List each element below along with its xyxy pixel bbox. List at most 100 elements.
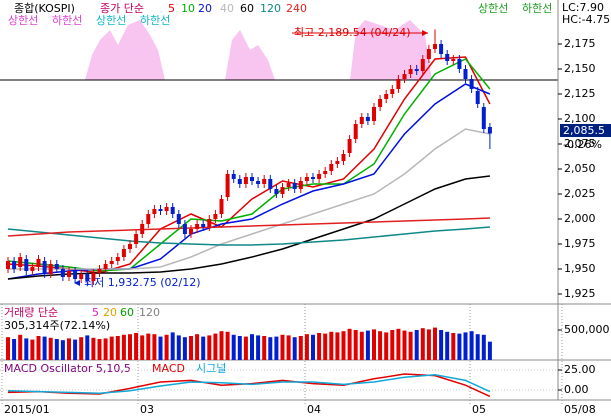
candle-body	[146, 214, 151, 224]
volume-bar	[170, 332, 175, 360]
volume-bar	[353, 330, 358, 360]
volume-bar	[262, 336, 267, 360]
volume-bar	[48, 337, 53, 360]
candle-body	[219, 199, 224, 214]
volume-bar	[329, 331, 334, 360]
candle-body	[243, 177, 248, 184]
volume-last-label: 305,314주(72.14%)	[4, 319, 110, 332]
candle-body	[469, 79, 474, 89]
volume-bar	[176, 335, 181, 360]
candle-body	[115, 257, 120, 261]
candle-body	[109, 261, 114, 264]
volume-bar	[469, 331, 474, 360]
candle-body	[426, 49, 431, 59]
volume-bar	[335, 332, 340, 360]
y-tick-label: 2,125	[564, 87, 596, 100]
candle-body	[353, 124, 358, 139]
candle-body	[372, 107, 376, 121]
volume-bar	[304, 334, 309, 360]
ma-label: 종가 단순	[100, 2, 144, 15]
candle-body	[475, 91, 480, 104]
candle-body	[42, 261, 47, 274]
candle-body	[274, 189, 279, 194]
candle-body	[286, 183, 291, 187]
x-tick-label: 05	[472, 403, 486, 416]
candle-body	[250, 177, 254, 181]
candle-body	[24, 259, 29, 271]
candle-body	[280, 187, 285, 194]
volume-bar	[231, 334, 236, 360]
legend-entry: 시그널	[196, 362, 226, 375]
candle-body	[30, 267, 35, 271]
candle-body	[396, 79, 401, 89]
low-annotation: 최저 1,932.75 (02/12)	[84, 276, 201, 289]
volume-bar	[67, 338, 71, 360]
candle-body	[195, 224, 200, 229]
volume-bar	[207, 335, 212, 360]
volume-bar	[250, 334, 254, 360]
candle-body	[48, 264, 53, 274]
band-legend: 상한선	[96, 14, 126, 27]
band-legend: 상한선	[8, 14, 38, 27]
volume-bar	[433, 327, 437, 360]
candle-body	[207, 219, 212, 227]
volume-bar	[426, 329, 431, 360]
y-tick-label: 25.00	[564, 363, 596, 376]
x-tick-label: 05/08	[564, 403, 596, 416]
volume-bar	[481, 334, 486, 360]
candle-body	[103, 264, 108, 269]
y-tick-label: 1,975	[564, 237, 596, 250]
volume-bar	[390, 330, 395, 360]
candle-body	[164, 207, 169, 211]
volume-bar	[463, 332, 468, 360]
x-tick-label: 2015/01	[4, 403, 50, 416]
candle-body	[304, 177, 309, 181]
volume-bar	[213, 333, 218, 360]
candle-body	[140, 224, 145, 234]
line-series	[7, 226, 490, 246]
candle-body	[6, 261, 10, 269]
candle-body	[67, 271, 71, 277]
last-price-box	[560, 124, 611, 137]
volume-bar	[384, 332, 389, 360]
volume-bar	[268, 337, 273, 360]
candle-body	[152, 209, 157, 214]
volume-bar	[414, 330, 419, 360]
volume-bar	[109, 336, 114, 360]
volume-bar	[396, 328, 401, 360]
candle-body	[378, 99, 383, 107]
legend-entry: 10	[181, 2, 195, 15]
candle-body	[73, 271, 78, 279]
line-series	[7, 374, 491, 394]
candle-body	[347, 139, 352, 153]
candle-body	[268, 179, 273, 189]
candle-body	[451, 59, 456, 61]
line-series	[7, 373, 491, 398]
volume-bar	[164, 334, 169, 360]
volume-bar	[323, 333, 328, 360]
annotation-arrow	[422, 30, 428, 36]
lc-label: LC:7.90	[562, 1, 604, 14]
legend-entry: 5	[168, 2, 175, 15]
candle-body	[487, 127, 492, 134]
candle-body	[91, 273, 96, 281]
candle-body	[182, 224, 187, 234]
change-label: -0.26%	[563, 138, 602, 151]
volume-bar	[36, 336, 41, 360]
volume-bar	[408, 331, 413, 360]
candle-body	[256, 181, 261, 184]
volume-bar	[457, 333, 462, 360]
volume-bar	[225, 331, 230, 360]
volume-bar	[189, 336, 193, 360]
candle-body	[54, 264, 59, 269]
candle-body	[237, 179, 242, 184]
candle-body	[329, 164, 334, 171]
y-tick-label: 1,950	[564, 262, 596, 275]
last-price-label: 2,085.5	[563, 124, 605, 137]
volume-bar	[201, 336, 206, 360]
candle-body	[335, 161, 340, 164]
candle-body	[128, 244, 132, 249]
volume-bar	[243, 336, 248, 360]
candle-body	[317, 174, 322, 179]
